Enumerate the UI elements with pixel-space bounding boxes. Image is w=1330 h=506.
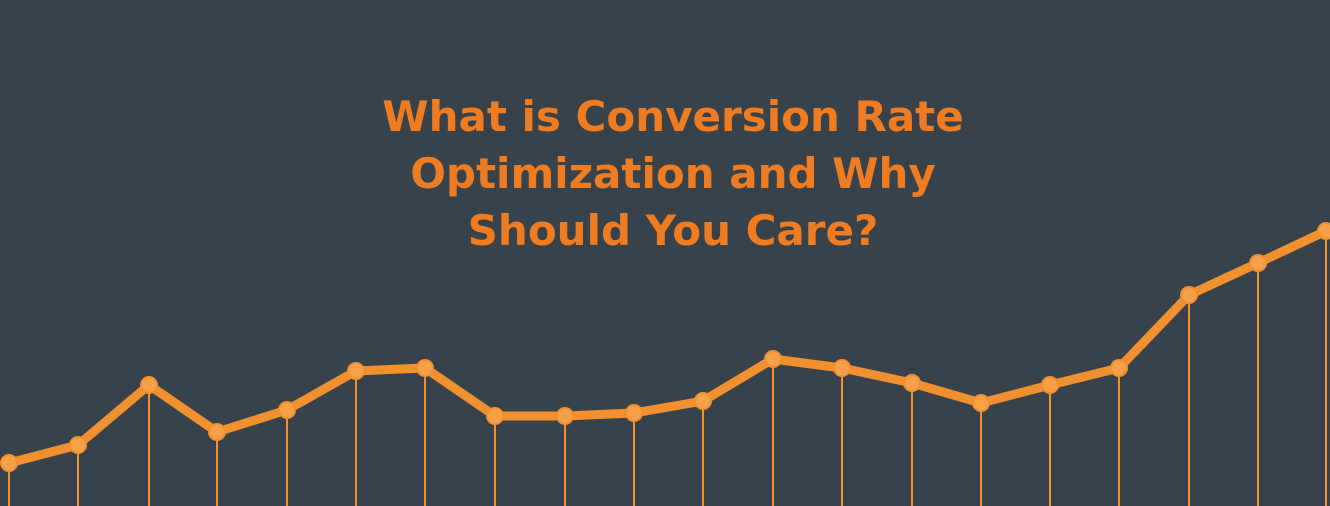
trend-point — [1180, 286, 1198, 304]
trend-point — [1249, 254, 1267, 272]
trend-point — [764, 350, 782, 368]
drop-lines — [8, 231, 1327, 506]
trend-point — [140, 376, 158, 394]
headline: What is Conversion Rate Optimization and… — [300, 88, 1046, 259]
headline-line-2: Optimization and Why — [410, 149, 936, 198]
trend-point — [416, 359, 434, 377]
trend-point — [556, 407, 574, 425]
trend-point — [347, 362, 365, 380]
trend-point — [0, 454, 18, 472]
trend-point — [69, 436, 87, 454]
trend-point — [1041, 376, 1059, 394]
trend-point — [278, 401, 296, 419]
trend-point — [1317, 222, 1330, 240]
trend-point — [903, 374, 921, 392]
trend-point — [625, 404, 643, 422]
trend-point — [208, 423, 226, 441]
trend-line — [4, 226, 1330, 468]
headline-line-3: Should You Care? — [467, 206, 879, 255]
trend-point — [833, 359, 851, 377]
trend-point — [486, 407, 504, 425]
trend-point — [694, 392, 712, 410]
headline-line-1: What is Conversion Rate — [382, 92, 964, 141]
trend-point — [972, 394, 990, 412]
trend-points — [0, 222, 1330, 472]
trend-point — [1110, 359, 1128, 377]
